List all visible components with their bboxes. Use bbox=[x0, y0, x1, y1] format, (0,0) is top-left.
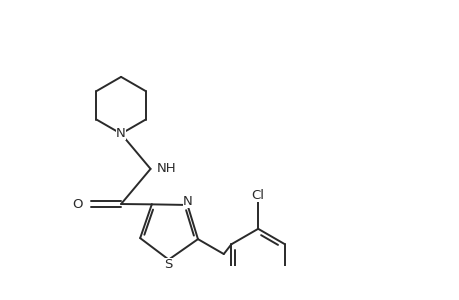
Text: O: O bbox=[73, 197, 83, 211]
Text: Cl: Cl bbox=[251, 189, 264, 202]
Text: N: N bbox=[182, 195, 192, 208]
Text: NH: NH bbox=[156, 162, 175, 176]
Text: N: N bbox=[116, 127, 126, 140]
Text: S: S bbox=[164, 258, 173, 271]
